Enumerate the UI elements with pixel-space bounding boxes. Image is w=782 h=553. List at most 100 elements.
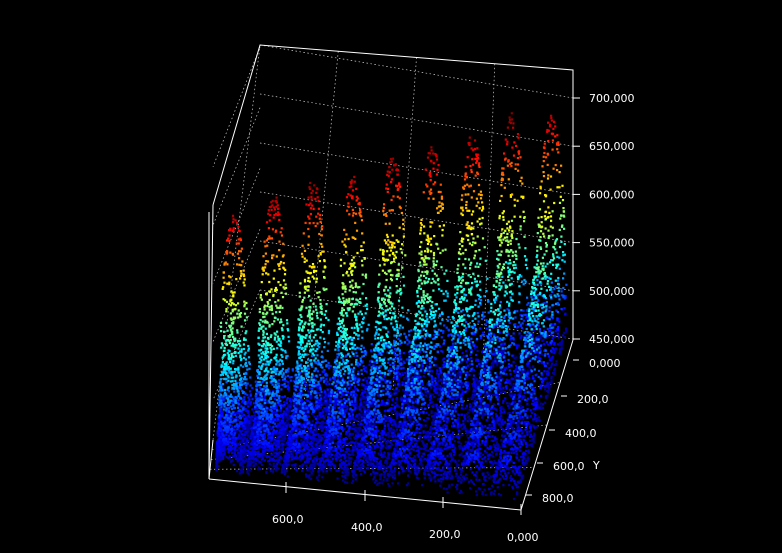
cloud-point [443,272,446,275]
cloud-point [375,381,378,384]
cloud-point [270,205,273,208]
cloud-point [321,355,324,358]
cloud-point [272,366,276,369]
cloud-point [244,332,247,335]
cloud-point [423,258,426,261]
cloud-point [519,156,522,159]
cloud-point [378,379,381,382]
cloud-point [462,186,465,189]
cloud-point [424,255,427,258]
cloud-point [533,340,536,343]
cloud-point [284,375,287,378]
cloud-point [403,332,406,335]
cloud-point [522,309,525,312]
cloud-point [500,343,503,346]
cloud-point [355,333,358,336]
cloud-point [246,382,249,385]
cloud-point [263,390,266,393]
cloud-point [436,390,439,393]
cloud-point [475,397,479,400]
cloud-point [459,285,462,288]
cloud-point [470,228,473,231]
cloud-point [383,213,386,216]
cloud-point [342,297,345,300]
cloud-point [326,374,329,377]
cloud-point [477,201,480,204]
cloud-point [279,340,282,343]
cloud-point [551,336,554,340]
cloud-point [441,318,444,321]
cloud-point [485,362,488,365]
cloud-point [279,321,282,324]
cloud-point [558,171,561,174]
cloud-point [311,321,314,325]
cloud-point [493,299,496,302]
cloud-point [221,387,224,390]
cloud-point [439,369,442,372]
cloud-point [493,360,496,363]
cloud-point [532,308,535,311]
cloud-point [453,332,456,335]
cloud-point [277,403,280,406]
cloud-point [296,405,299,408]
cloud-point [393,344,396,347]
cloud-point [439,183,442,186]
cloud-point [336,397,339,400]
cloud-point [498,376,501,379]
cloud-point [446,361,449,364]
cloud-point [538,337,541,340]
cloud-point [220,342,223,345]
cloud-point [302,410,305,413]
cloud-point [537,267,540,271]
cloud-point [315,191,318,194]
cloud-point [550,281,553,284]
cloud-point [547,317,550,321]
cloud-point [380,297,384,300]
cloud-point [296,345,299,348]
cloud-point [361,397,364,400]
cloud-point [550,377,553,380]
cloud-point [364,274,367,278]
cloud-point [233,338,236,341]
cloud-point [244,361,247,364]
cloud-point [507,332,510,335]
cloud-point [546,262,549,265]
cloud-point [472,210,475,213]
cloud-point [537,340,540,343]
cloud-point [286,328,289,331]
cloud-point [464,165,467,168]
cloud-point [440,289,443,292]
cloud-point [428,296,431,299]
cloud-point [399,185,402,188]
cloud-point [319,328,322,331]
cloud-point [399,207,402,210]
cloud-point [298,291,301,294]
cloud-point [283,382,286,385]
cloud-point [301,255,304,258]
cloud-point [477,265,480,268]
cloud-point [554,350,557,353]
cloud-point [339,329,342,333]
cloud-point [497,253,500,256]
cloud-point [540,334,543,337]
cloud-point [493,293,496,296]
cloud-point [378,341,381,344]
cloud-point [553,342,556,345]
cloud-point [364,369,367,372]
cloud-point [345,233,348,236]
cloud-point [262,316,265,319]
cloud-point [356,364,359,367]
cloud-point [477,358,480,361]
cloud-point [393,374,396,378]
cloud-point [537,317,540,320]
cloud-point [524,351,527,354]
cloud-point [497,319,500,322]
cloud-point [497,236,500,239]
cloud-point [264,319,267,322]
cloud-point [320,242,323,246]
cloud-point [361,355,364,358]
cloud-point [311,204,314,207]
cloud-point [316,344,319,347]
cloud-point [350,273,354,276]
cloud-point [295,366,298,369]
